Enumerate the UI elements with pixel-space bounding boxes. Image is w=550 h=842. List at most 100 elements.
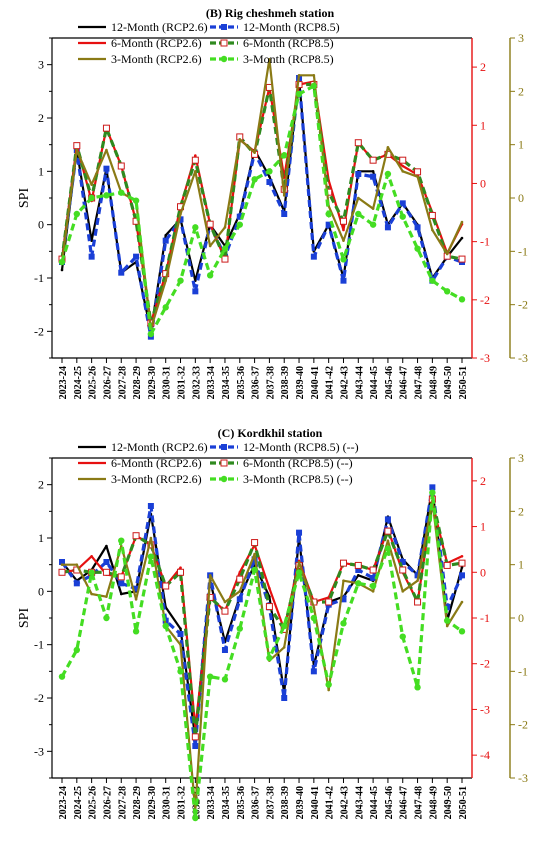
y-right2-tick-label: -1 [518,244,528,258]
point-m12_85 [118,269,125,276]
point-m3_85 [399,633,406,640]
x-tick-label: 2035-36 [236,786,247,819]
point-m6_85 [102,568,110,576]
point-m6_26 [268,586,271,590]
point-m6_85 [443,561,451,569]
legend-label-m6_85: 6-Month (RCP8.5) [243,36,334,50]
point-m6_85 [399,156,407,164]
point-m3_85 [266,654,273,662]
point-m6_85 [399,566,407,574]
point-m12_26 [164,234,168,237]
point-m3_85 [192,224,199,231]
point-m12_85 [73,580,80,587]
x-tick-label: 2042-43 [339,786,350,819]
point-m12_26 [460,236,464,240]
point-m12_85 [281,211,288,217]
point-m3_26 [268,58,271,61]
point-m12_26 [268,175,271,178]
point-m3_26 [460,220,464,224]
point-m3_26 [75,148,79,152]
y-right2-tick-label: 2 [518,84,524,98]
point-m12_85 [133,253,140,260]
point-m6_85 [369,156,377,164]
point-m3_26 [327,688,330,692]
point-m3_85 [325,681,332,688]
x-tick-label: 2042-43 [339,366,350,399]
point-m6_26 [238,570,242,574]
point-m12_26 [460,566,464,569]
point-m12_85 [192,288,199,295]
point-m6_85 [132,532,140,540]
y-axis-label: SPI [17,188,32,209]
point-m12_26 [179,627,182,630]
y-tick-label: 1 [38,164,44,178]
point-m3_26 [253,552,256,556]
series-line-m6_26 [61,502,463,729]
x-tick-label: 2041-42 [325,786,336,819]
point-m6_85 [162,582,170,590]
y-right1-tick-label: -2 [480,657,490,671]
y-tick-label: -3 [34,744,44,758]
point-m12_85 [399,559,406,565]
point-m6_85 [73,142,81,150]
point-m3_85 [58,258,66,266]
legend-label-m12_26: 12-Month (RCP2.6) [111,440,208,454]
x-tick-label: 2029-30 [147,786,158,819]
x-tick-label: 2027-28 [117,366,128,399]
y-right1-tick-label: 0 [480,565,486,579]
series-line-m3_26 [62,499,463,812]
point-m6_85 [117,162,125,170]
x-tick-label: 2025-26 [88,366,99,399]
x-tick-label: 2024-25 [73,366,84,399]
x-tick-label: 2046-47 [399,786,410,819]
point-m3_26 [253,151,256,154]
y-right1-tick-label: -1 [480,611,490,625]
y-right1-tick-label: -4 [480,748,490,762]
x-tick-label: 2028-29 [132,786,143,819]
point-m6_85 [102,124,110,132]
point-m6_85 [177,568,185,576]
point-m3_26 [238,590,242,593]
point-m12_85 [296,529,303,536]
point-m3_26 [312,74,316,77]
y-right2-tick-label: 1 [518,558,524,572]
x-tick-label: 2036-37 [251,366,262,399]
point-m3_85 [118,537,125,544]
point-m12_85 [325,221,332,228]
point-m12_85 [236,596,243,603]
point-m6_85 [58,568,66,576]
x-tick-label: 2040-41 [310,366,321,399]
point-m3_85 [369,582,377,590]
x-tick-label: 2050-51 [458,366,469,399]
point-m3_85 [162,622,169,630]
point-m3_26 [416,175,419,178]
point-m3_85 [355,580,362,587]
point-m3_85 [251,176,258,183]
point-m12_85 [310,253,317,260]
point-m3_26 [194,170,197,173]
x-tick-label: 2023-24 [58,366,69,399]
point-m12_85 [281,695,288,701]
y-tick-label: 0 [38,218,44,232]
point-m12_85 [133,585,140,592]
point-m6_85 [265,603,273,611]
x-tick-label: 2025-26 [88,786,99,819]
legend: 12-Month (RCP2.6) 12-Month (RCP8.5) (--) 6… [78,440,359,486]
point-m12_85 [147,503,154,509]
series-line-m3_85 [60,84,463,336]
legend-marker [221,444,227,450]
point-m3_85 [458,628,466,635]
point-m3_85 [414,245,421,252]
y-tick-label: 0 [38,584,44,598]
x-tick-label: 2033-34 [206,786,217,819]
point-m12_85 [384,516,391,523]
point-m6_26 [179,566,182,570]
point-m12_85 [266,179,273,185]
x-tick-label: 2045-46 [384,786,395,819]
x-tick-label: 2044-45 [369,366,380,399]
point-m3_85 [281,622,288,630]
point-m12_26 [90,239,93,242]
y-right2-tick-label: -2 [518,718,528,732]
point-m3_85 [58,673,66,680]
x-tick-label: 2047-48 [414,786,425,819]
